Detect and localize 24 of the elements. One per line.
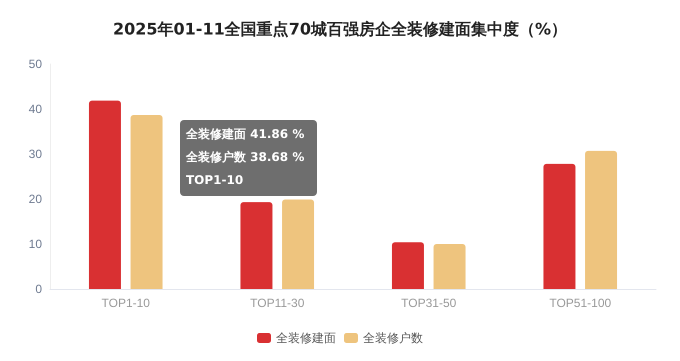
y-tick-label: 50 bbox=[28, 57, 42, 71]
legend-label: 全装修户数 bbox=[363, 331, 423, 345]
x-tick-label: TOP1-10 bbox=[102, 296, 150, 310]
bar bbox=[88, 100, 121, 289]
bar bbox=[240, 202, 272, 289]
annotation: 全装修建面 41.86 % bbox=[185, 127, 304, 141]
x-tick-label: TOP11-30 bbox=[250, 296, 305, 310]
bar bbox=[392, 242, 424, 289]
chart-title: 2025年01-11全国重点70城百强房企全装修建面集中度（%） bbox=[113, 20, 567, 38]
annotation: 全装修户数 38.68 % bbox=[185, 150, 304, 164]
y-tick-label: 0 bbox=[35, 282, 42, 296]
legend-label: 全装修建面 bbox=[276, 331, 336, 345]
y-tick-label: 40 bbox=[28, 102, 42, 116]
bar bbox=[543, 164, 576, 289]
bar bbox=[585, 150, 618, 289]
y-tick-label: 20 bbox=[28, 192, 42, 206]
annotation: TOP1-10 bbox=[186, 173, 244, 187]
x-tick-label: TOP51-100 bbox=[549, 296, 612, 310]
y-tick-label: 10 bbox=[28, 237, 42, 251]
bar bbox=[434, 244, 466, 289]
bar bbox=[282, 199, 314, 289]
x-tick-label: TOP31-50 bbox=[401, 296, 457, 310]
y-tick-label: 30 bbox=[28, 147, 42, 161]
bar bbox=[130, 114, 163, 289]
